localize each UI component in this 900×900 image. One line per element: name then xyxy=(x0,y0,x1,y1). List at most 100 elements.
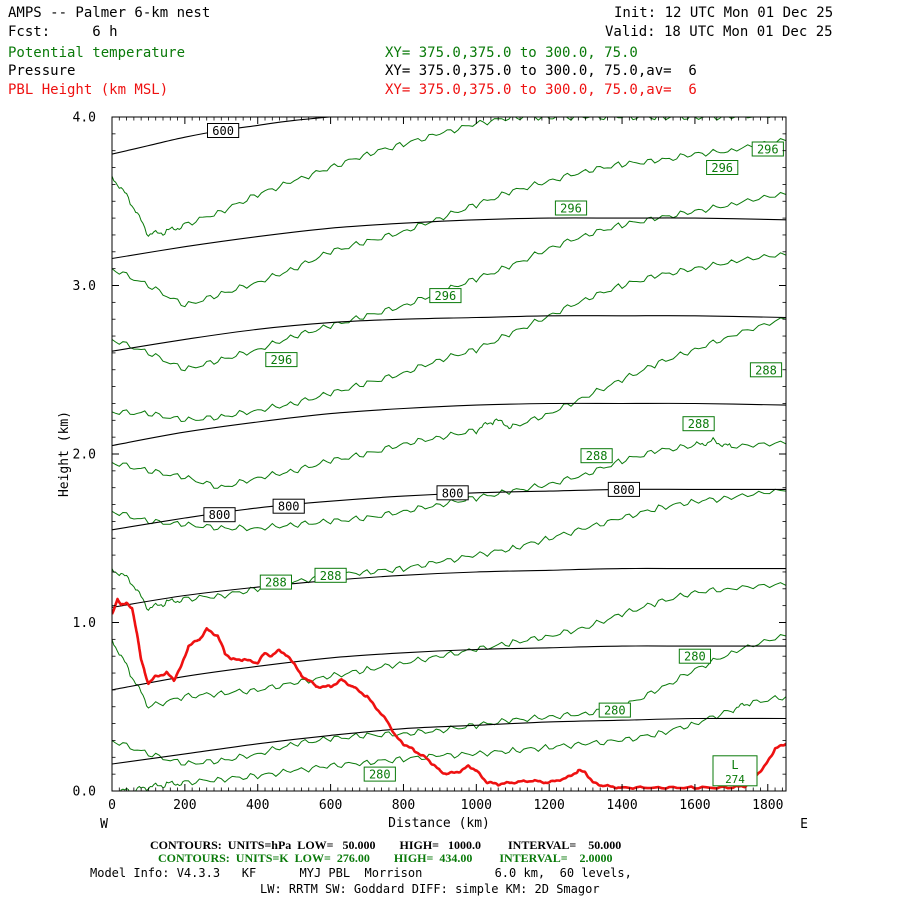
x-tick-label-1: 200 xyxy=(173,798,196,813)
low-marker-value: 274 xyxy=(725,773,745,786)
theta-contour-0 xyxy=(112,695,786,791)
y-tick-label-0: 0.0 xyxy=(73,785,96,800)
x-tick-label-5: 1000 xyxy=(461,798,492,813)
theta-label-2-text: 296 xyxy=(560,202,582,216)
pressure-label-4-text: 800 xyxy=(613,483,635,497)
east-end-label: E xyxy=(800,817,808,832)
pressure-contour-850 xyxy=(112,567,786,608)
theta-label-7: 288 xyxy=(580,448,613,464)
legend-pbl-spec: XY= 375.0,375.0 to 300.0, 75.0,av= 6 xyxy=(385,82,697,98)
init-time: Init: 12 UTC Mon 01 Dec 25 xyxy=(614,5,834,21)
theta-label-7-box xyxy=(580,448,613,464)
axes: 0 200 400 600 800 1000 1200 1400 1600 1800 0.0 1.0 2… xyxy=(57,111,808,833)
contour-labels: 296 296 296 296 296 288 288 288 288 288 280 280 280 6… xyxy=(203,123,784,787)
theta-label-6: 288 xyxy=(682,416,715,432)
pressure-contour-950 xyxy=(112,717,786,765)
pressure-label-3: 800 xyxy=(436,485,469,501)
west-end-label: W xyxy=(100,817,108,832)
valid-time: Valid: 18 UTC Mon 01 Dec 25 xyxy=(605,24,833,40)
theta-label-9-text: 288 xyxy=(320,569,342,583)
chart-title: AMPS -- Palmer 6-km nest xyxy=(8,5,211,21)
theta-label-9-box xyxy=(314,567,347,583)
theta-label-1-box xyxy=(706,160,739,175)
pressure-contour-650 xyxy=(112,217,786,260)
pressure-label-1-text: 800 xyxy=(209,508,231,522)
pressure-label-4-box xyxy=(607,481,640,497)
theta-label-8: 288 xyxy=(259,574,292,590)
pressure-contours xyxy=(112,117,786,765)
pressure-contour-info: CONTOURS: UNITS=hPa LOW= 50.000 HIGH= 10… xyxy=(150,838,622,852)
theta-label-3-text: 296 xyxy=(435,289,457,303)
pressure-label-4: 800 xyxy=(607,481,640,497)
pressure-contour-900 xyxy=(112,645,786,691)
legend-theta-spec: XY= 375.0,375.0 to 300.0, 75.0 xyxy=(385,45,638,61)
x-tick-label-6: 1200 xyxy=(534,798,565,813)
theta-label-2: 296 xyxy=(554,200,588,216)
x-tick-label-0: 0 xyxy=(108,798,116,813)
theta-contour-5 xyxy=(112,317,786,489)
theta-label-4-text: 296 xyxy=(271,353,293,367)
low-marker-letter: L xyxy=(731,758,738,772)
y-tick-label-2: 2.0 xyxy=(73,448,96,463)
theta-label-6-text: 288 xyxy=(688,417,710,431)
pressure-label-0-box xyxy=(207,123,240,138)
pressure-contour-700 xyxy=(112,315,786,352)
x-tick-label-7: 1400 xyxy=(606,798,637,813)
theta-contours xyxy=(112,117,786,791)
pressure-label-2: 800 xyxy=(272,498,305,514)
model-info: Model Info: V4.3.3 KF MYJ PBL Morrison 6… xyxy=(90,866,632,880)
theta-label-10-box xyxy=(678,648,711,664)
theta-label-4-box xyxy=(265,352,298,368)
theta-label-1-text: 296 xyxy=(711,161,733,175)
theta-label-11-box xyxy=(598,702,631,718)
model-info-physics: LW: RRTM SW: Goddard DIFF: simple KM: 2D… xyxy=(260,882,600,896)
theta-label-4: 296 xyxy=(265,352,298,368)
theta-label-5-text: 288 xyxy=(755,363,777,377)
theta-label-5: 288 xyxy=(749,362,783,378)
theta-label-10-text: 280 xyxy=(684,650,706,664)
y-tick-label-1: 1.0 xyxy=(73,616,96,631)
chart-svg: 296 296 296 296 296 288 288 288 288 288 280 280 280 6… xyxy=(57,111,808,833)
y-axis-label: Height (km) xyxy=(57,411,72,497)
pressure-label-1: 800 xyxy=(203,507,236,523)
theta-contour-7 xyxy=(112,191,786,372)
x-axis-label: Distance (km) xyxy=(388,816,490,831)
theta-label-11: 280 xyxy=(598,702,631,718)
legend-pressure-spec: XY= 375.0,375.0 to 300.0, 75.0,av= 6 xyxy=(385,63,697,79)
pressure-label-0-text: 600 xyxy=(212,124,234,138)
theta-contour-2 xyxy=(112,582,786,709)
theta-contour-1 xyxy=(112,634,786,766)
theta-contour-info: CONTOURS: UNITS=K LOW= 276.00 HIGH= 434.… xyxy=(158,851,613,865)
legend-theta-name: Potential temperature xyxy=(8,45,186,61)
theta-label-3: 296 xyxy=(429,288,462,304)
theta-label-0-text: 296 xyxy=(757,143,779,157)
pbl-height-line xyxy=(112,597,786,790)
legend-pressure-name: Pressure xyxy=(8,63,76,79)
theta-label-3-box xyxy=(429,288,462,304)
theta-label-7-text: 288 xyxy=(586,449,608,463)
pressure-label-2-text: 800 xyxy=(278,500,300,514)
theta-label-9: 288 xyxy=(314,567,347,583)
legend-pbl-name: PBL Height (km MSL) xyxy=(8,82,169,98)
theta-label-12-text: 280 xyxy=(369,768,391,782)
theta-label-8-box xyxy=(259,574,292,590)
pressure-contour-600 xyxy=(112,117,336,155)
pressure-contour-750 xyxy=(112,402,786,447)
pbl-height-series xyxy=(112,597,786,790)
theta-contour-6 xyxy=(112,252,786,423)
pressure-label-3-text: 800 xyxy=(442,486,464,500)
theta-contour-4 xyxy=(112,436,786,532)
x-tick-label-9: 1800 xyxy=(752,798,783,813)
forecast-hour: Fcst: 6 h xyxy=(8,24,118,40)
pressure-label-0: 600 xyxy=(207,123,240,138)
theta-label-12-box xyxy=(363,766,396,782)
theta-label-1: 296 xyxy=(706,160,739,175)
theta-label-2-box xyxy=(554,200,588,216)
theta-label-5-box xyxy=(749,362,783,378)
theta-contour-8 xyxy=(112,138,786,308)
y-tick-label-4: 4.0 xyxy=(73,111,96,126)
low-marker-box xyxy=(712,755,758,787)
theta-label-0: 296 xyxy=(751,141,784,157)
